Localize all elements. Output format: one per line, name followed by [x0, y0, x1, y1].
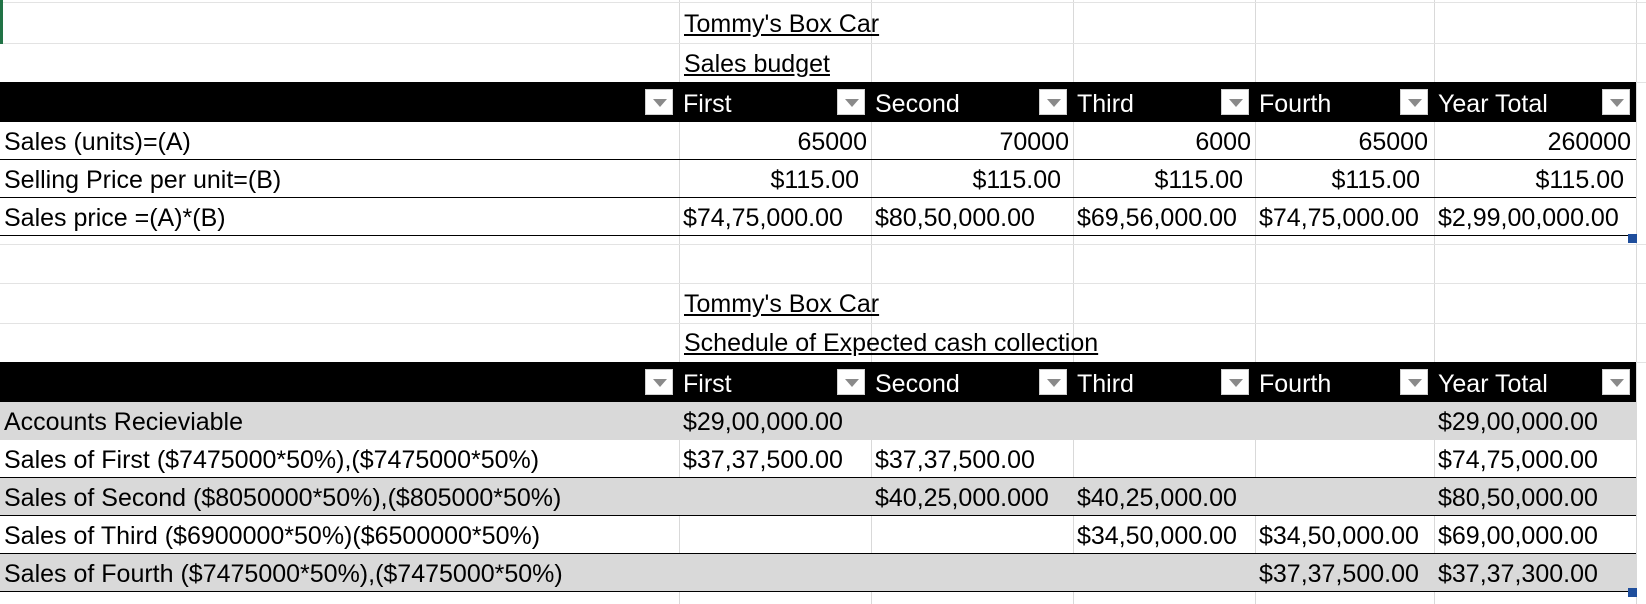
table2-title: Tommy's Box Car — [684, 290, 880, 318]
cell-year-total[interactable]: $29,00,000.00 — [1438, 408, 1598, 436]
cell-third[interactable]: $69,56,000.00 — [1077, 204, 1237, 232]
cell-second[interactable]: $115.00 — [972, 166, 1061, 194]
table2-resize-handle[interactable] — [1628, 588, 1637, 597]
filter-dropdown-icon[interactable] — [645, 369, 673, 395]
active-cell-indicator — [0, 0, 3, 44]
cell-second[interactable]: 70000 — [999, 128, 1069, 156]
table2-header-year-total: Year Total — [1438, 370, 1548, 398]
table2-header-row: First Second Third Fourth Year Total — [0, 362, 1636, 402]
row-label[interactable]: Sales of Second ($8050000*50%),($805000*… — [4, 484, 562, 512]
filter-dropdown-icon[interactable] — [1400, 89, 1428, 115]
cell-first[interactable]: 65000 — [797, 128, 867, 156]
filter-dropdown-icon[interactable] — [1602, 369, 1630, 395]
filter-dropdown-icon[interactable] — [1039, 369, 1067, 395]
table1-row[interactable]: Sales price =(A)*(B) $74,75,000.00 $80,5… — [0, 198, 1636, 236]
cell-first[interactable] — [679, 554, 683, 592]
filter-dropdown-icon[interactable] — [1221, 89, 1249, 115]
filter-dropdown-icon[interactable] — [837, 369, 865, 395]
filter-dropdown-icon[interactable] — [1602, 89, 1630, 115]
cell-fourth[interactable]: $34,50,000.00 — [1259, 522, 1419, 550]
table1-header-first: First — [683, 90, 732, 118]
table2-row[interactable]: Sales of Third ($6900000*50%)($6500000*5… — [0, 516, 1636, 554]
table2-header-fourth: Fourth — [1259, 370, 1332, 398]
cell-second[interactable] — [871, 554, 875, 592]
cell-fourth[interactable] — [1255, 402, 1259, 440]
cell-third[interactable]: $34,50,000.00 — [1077, 522, 1237, 550]
table1-resize-handle[interactable] — [1628, 234, 1637, 243]
cell-first[interactable]: $37,37,500.00 — [683, 446, 843, 474]
table2-row[interactable]: Sales of First ($7475000*50%),($7475000*… — [0, 440, 1636, 478]
cell-year-total[interactable]: $115.00 — [1535, 166, 1624, 194]
cell-third[interactable] — [1073, 554, 1077, 592]
cell-fourth[interactable]: $74,75,000.00 — [1259, 204, 1419, 232]
cell-year-total[interactable]: $2,99,00,000.00 — [1438, 204, 1619, 232]
table2-header-first: First — [683, 370, 732, 398]
cell-year-total[interactable]: $69,00,000.00 — [1438, 522, 1598, 550]
table1-row[interactable]: Selling Price per unit=(B) $115.00 $115.… — [0, 160, 1636, 198]
cell-second[interactable]: $37,37,500.00 — [875, 446, 1035, 474]
cell-third[interactable]: $115.00 — [1154, 166, 1243, 194]
table1-header-third: Third — [1077, 90, 1134, 118]
table2-row[interactable]: Sales of Fourth ($7475000*50%),($7475000… — [0, 554, 1636, 592]
table1-header-year-total: Year Total — [1438, 90, 1548, 118]
cell-third[interactable] — [1073, 440, 1077, 478]
cell-year-total[interactable]: $80,50,000.00 — [1438, 484, 1598, 512]
cell-second[interactable] — [871, 516, 875, 554]
filter-dropdown-icon[interactable] — [837, 89, 865, 115]
filter-dropdown-icon[interactable] — [645, 89, 673, 115]
row-label[interactable]: Selling Price per unit=(B) — [4, 166, 282, 194]
cell-second[interactable] — [871, 402, 875, 440]
cell-year-total[interactable]: 260000 — [1547, 128, 1631, 156]
table1-header-second: Second — [875, 90, 960, 118]
row-label[interactable]: Accounts Recieviable — [4, 408, 244, 436]
row-label[interactable]: Sales (units)=(A) — [4, 128, 191, 156]
row-label[interactable]: Sales of First ($7475000*50%),($7475000*… — [4, 446, 540, 474]
row-label[interactable]: Sales of Third ($6900000*50%)($6500000*5… — [4, 522, 541, 550]
table1-subtitle: Sales budget — [684, 50, 830, 78]
cell-first[interactable]: $115.00 — [770, 166, 859, 194]
table1-title: Tommy's Box Car — [684, 10, 880, 38]
cell-first[interactable]: $74,75,000.00 — [683, 204, 843, 232]
cell-first[interactable]: $29,00,000.00 — [683, 408, 843, 436]
table2-row[interactable]: Accounts Recieviable $29,00,000.00 $29,0… — [0, 402, 1636, 440]
cell-first[interactable] — [679, 478, 683, 516]
table2-row[interactable]: Sales of Second ($8050000*50%),($805000*… — [0, 478, 1636, 516]
cell-fourth[interactable] — [1255, 478, 1259, 516]
cell-third[interactable]: $40,25,000.00 — [1077, 484, 1237, 512]
cell-fourth[interactable]: 65000 — [1358, 128, 1428, 156]
cell-third[interactable]: 6000 — [1195, 128, 1251, 156]
cell-fourth[interactable]: $115.00 — [1331, 166, 1420, 194]
table1-header-fourth: Fourth — [1259, 90, 1332, 118]
cell-third[interactable] — [1073, 402, 1077, 440]
cell-fourth[interactable] — [1255, 440, 1259, 478]
filter-dropdown-icon[interactable] — [1400, 369, 1428, 395]
filter-dropdown-icon[interactable] — [1039, 89, 1067, 115]
cell-first[interactable] — [679, 516, 683, 554]
filter-dropdown-icon[interactable] — [1221, 369, 1249, 395]
table2-header-third: Third — [1077, 370, 1134, 398]
cell-year-total[interactable]: $74,75,000.00 — [1438, 446, 1598, 474]
cell-second[interactable]: $80,50,000.00 — [875, 204, 1035, 232]
table2-header-second: Second — [875, 370, 960, 398]
cell-year-total[interactable]: $37,37,300.00 — [1438, 560, 1598, 588]
cell-fourth[interactable]: $37,37,500.00 — [1259, 560, 1419, 588]
table1-row[interactable]: Sales (units)=(A) 65000 70000 6000 65000… — [0, 122, 1636, 160]
cell-second[interactable]: $40,25,000.000 — [875, 484, 1049, 512]
table1-header-row: First Second Third Fourth Year Total — [0, 82, 1636, 122]
row-label[interactable]: Sales price =(A)*(B) — [4, 204, 226, 232]
table2-subtitle: Schedule of Expected cash collection — [684, 329, 1099, 357]
row-label[interactable]: Sales of Fourth ($7475000*50%),($7475000… — [4, 560, 563, 588]
